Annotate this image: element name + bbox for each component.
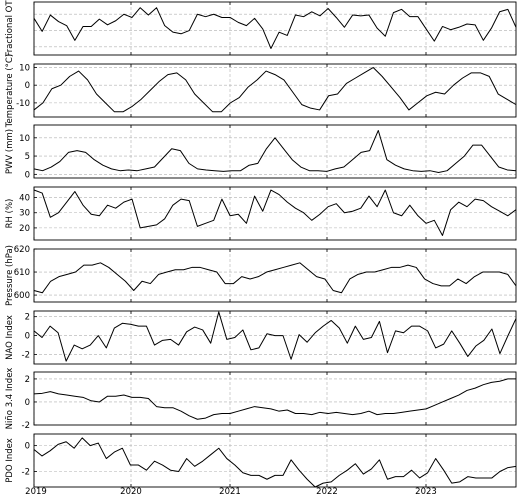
y-tick-label: 20	[19, 224, 30, 234]
y-tick-label: 10	[19, 134, 30, 144]
y-axis-label: PDO Index	[5, 438, 15, 482]
y-tick-label: 600	[14, 291, 30, 301]
panel-2: -10 0 10 Temperature (°C)	[5, 54, 517, 128]
y-tick-label: 30	[19, 209, 30, 219]
y-axis-label: Niño 3.4 Index	[5, 368, 15, 430]
x-tick-label: 2020	[120, 487, 142, 497]
series-line	[33, 437, 517, 488]
panel-3: 0 5 10 PWV (mm)	[5, 124, 517, 180]
y-axis-label: RH (%)	[5, 199, 15, 229]
y-tick-label: -2	[22, 467, 30, 477]
y-tick-label: 40	[19, 194, 30, 204]
y-tick-label: -2	[22, 351, 30, 361]
panel-frame	[33, 433, 517, 488]
x-tick-label: 2023	[415, 487, 437, 497]
y-tick-label: 5	[25, 152, 30, 162]
y-tick-label: -10	[16, 99, 30, 109]
x-axis-tick-labels: 2019 2020 2021 2022 2023	[25, 487, 437, 497]
x-tick-label: 2021	[219, 487, 241, 497]
y-tick-label: 620	[14, 245, 30, 255]
y-tick-label: 610	[14, 268, 30, 278]
series-line	[33, 378, 516, 420]
y-axis-label: NAO Index	[5, 315, 15, 360]
series-line	[33, 262, 517, 294]
panel-frame	[33, 186, 517, 241]
panel-frame	[33, 124, 517, 179]
series-line	[33, 311, 517, 362]
series-line	[33, 189, 517, 236]
x-tick-label: 2019	[25, 487, 47, 497]
panel-4: 20 30 40 RH (%)	[5, 186, 517, 241]
panel-1: Fractional OT	[5, 0, 517, 57]
series-line	[33, 7, 517, 49]
panel-frame	[33, 310, 517, 365]
y-tick-label: -2	[22, 421, 30, 431]
y-tick-label: 2	[25, 375, 30, 385]
y-tick-label: 0	[25, 81, 30, 91]
y-axis-label: PWV (mm)	[5, 129, 15, 174]
y-tick-label: 0	[25, 442, 30, 452]
y-tick-label: 10	[19, 64, 30, 74]
y-tick-label: 2	[25, 313, 30, 323]
y-tick-label: 0	[25, 332, 30, 342]
y-axis-label: Fractional OT	[5, 0, 15, 57]
panel-7: -2 0 2 Niño 3.4 Index	[5, 368, 517, 431]
panel-6: -2 0 2 NAO Index	[5, 310, 517, 365]
panel-frame	[33, 63, 517, 118]
series-line	[33, 67, 517, 113]
y-axis-label: Pressure (hPa)	[5, 245, 15, 306]
x-tick-label: 2022	[316, 487, 338, 497]
panel-frame	[33, 248, 517, 303]
y-tick-label: 0	[25, 398, 30, 408]
panel-8: -2 0 PDO Index	[5, 433, 517, 488]
panel-frame	[33, 1, 517, 56]
panel-frame	[33, 371, 517, 426]
y-tick-label: 0	[25, 170, 30, 180]
y-axis-label: Temperature (°C)	[5, 54, 15, 128]
series-line	[33, 129, 517, 174]
